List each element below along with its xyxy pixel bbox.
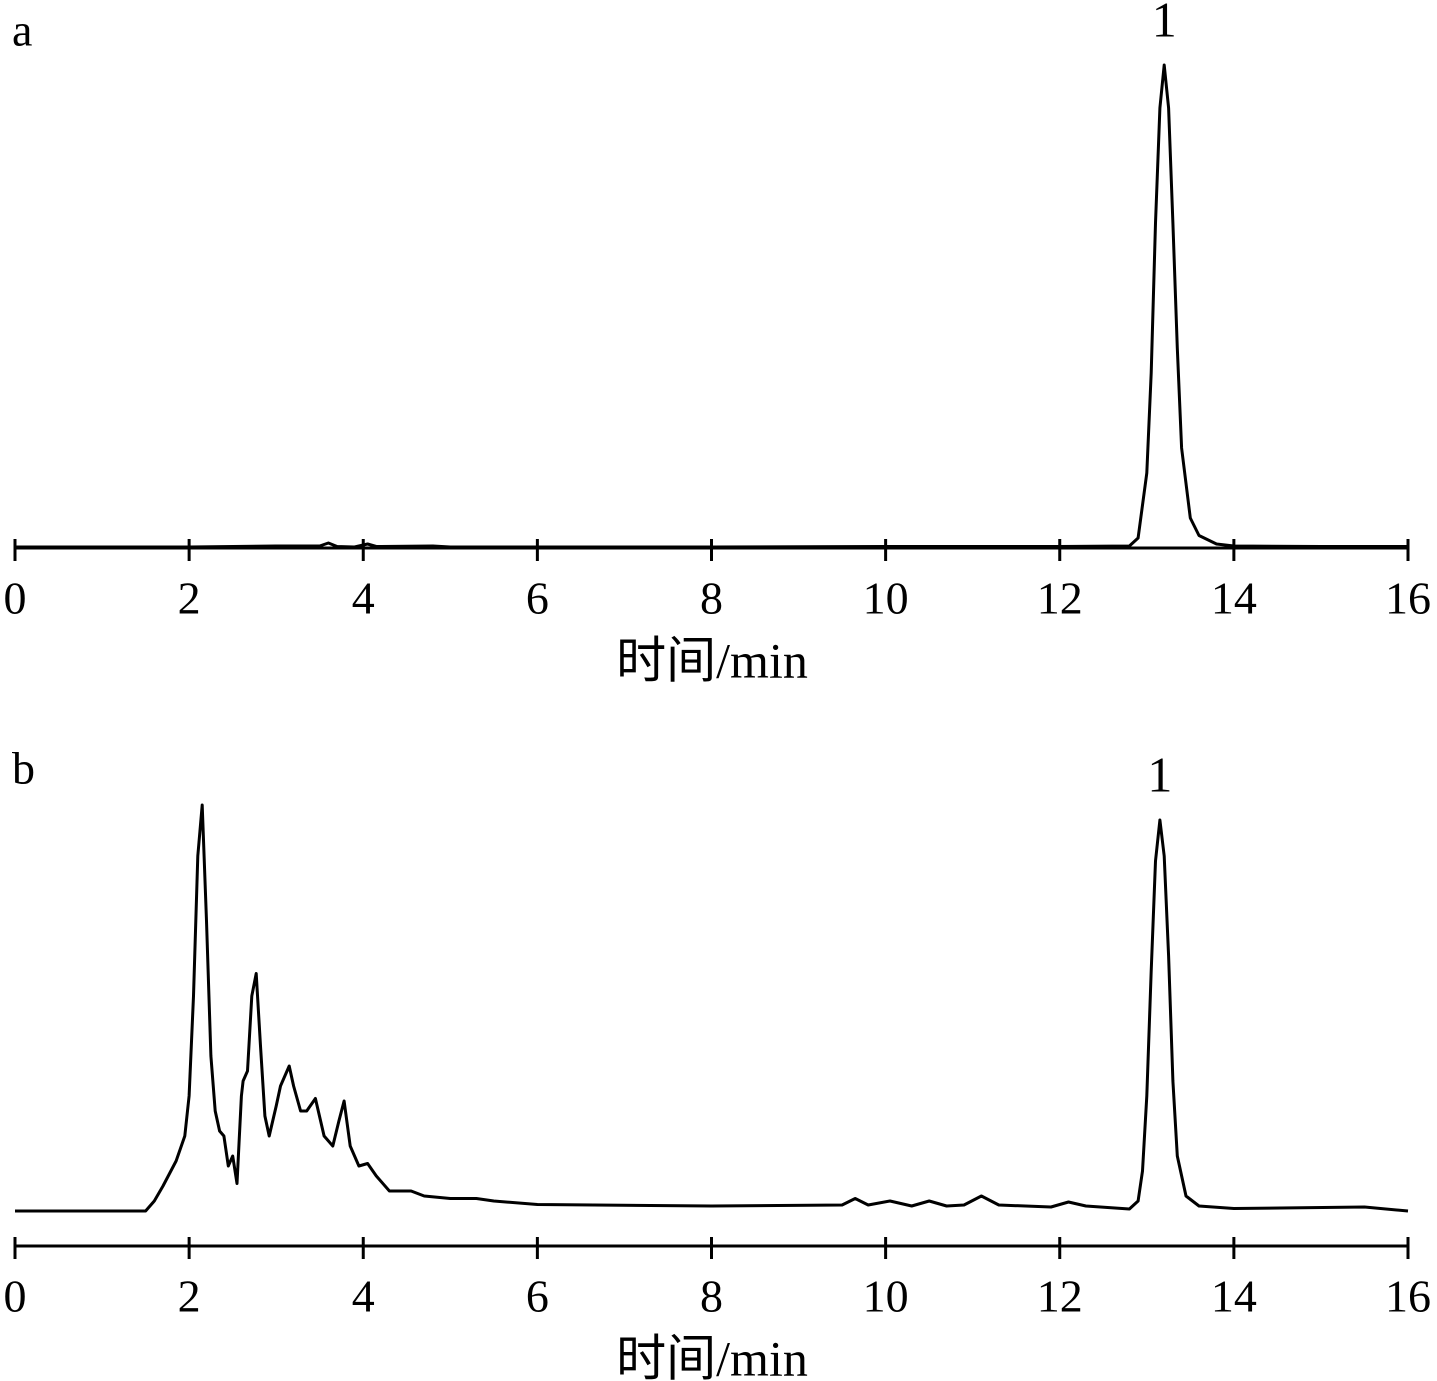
x-axis-title: 时间/min: [616, 1330, 808, 1381]
x-tick-label: 6: [526, 573, 549, 624]
x-tick-label: 6: [526, 1271, 549, 1322]
x-tick-label: 10: [863, 573, 909, 624]
panel-label: a: [12, 5, 32, 56]
x-tick-label: 10: [863, 1271, 909, 1322]
x-tick-label: 4: [352, 573, 375, 624]
x-tick-label: 0: [4, 1271, 27, 1322]
panel-label: b: [12, 743, 35, 794]
x-tick-label: 2: [178, 573, 201, 624]
x-tick-label: 16: [1385, 1271, 1431, 1322]
x-tick-label: 4: [352, 1271, 375, 1322]
x-tick-label: 14: [1211, 573, 1257, 624]
chromatogram-line: [15, 803, 1409, 1213]
x-tick-label: 12: [1037, 1271, 1083, 1322]
x-tick-label: 12: [1037, 573, 1083, 624]
x-tick-label: 16: [1385, 573, 1431, 624]
x-tick-label: 2: [178, 1271, 201, 1322]
x-tick-label: 14: [1211, 1271, 1257, 1322]
x-tick-label: 8: [700, 1271, 723, 1322]
chromatogram-line: [15, 63, 1408, 549]
x-axis-title: 时间/min: [616, 632, 808, 688]
x-tick-label: 8: [700, 573, 723, 624]
peak-label: 1: [1152, 0, 1177, 47]
peak-label: 1: [1147, 746, 1172, 802]
x-tick-label: 0: [4, 573, 27, 624]
